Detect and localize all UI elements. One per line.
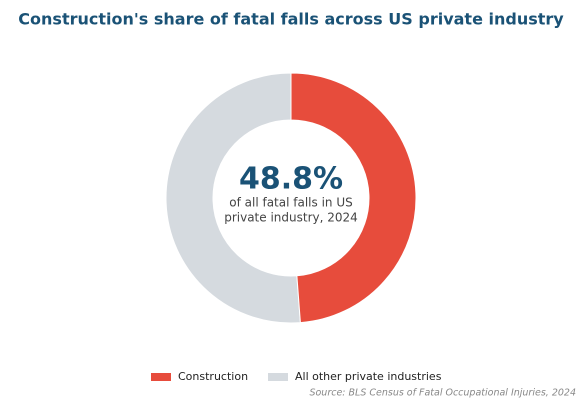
legend-label: Construction [178, 370, 248, 383]
center-text: of all fatal falls in US [229, 196, 352, 210]
donut-slice [290, 72, 417, 324]
center-label: 48.8% [239, 162, 343, 197]
legend-label: All other private industries [295, 370, 442, 383]
center-text: private industry, 2024 [224, 211, 358, 225]
legend-swatch [268, 373, 288, 381]
donut-slice [165, 72, 301, 324]
source: Source: BLS Census of Fatal Occupational… [309, 388, 576, 399]
chart-title: Construction's share of fatal falls acro… [18, 10, 564, 29]
legend-swatch [151, 373, 171, 381]
